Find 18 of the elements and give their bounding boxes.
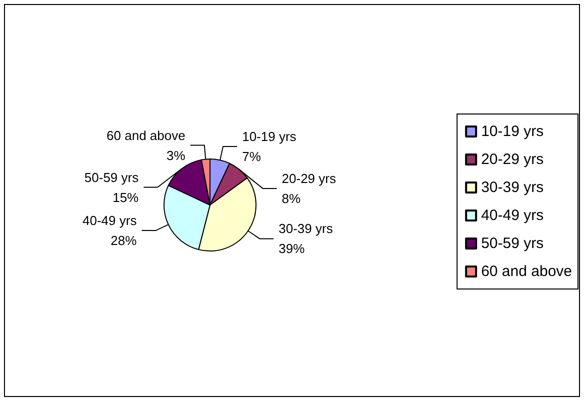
legend-label: 40-49 yrs bbox=[481, 207, 544, 224]
slice-label: 60 and above bbox=[106, 128, 186, 143]
legend-label: 20-29 yrs bbox=[481, 151, 544, 168]
legend-label: 10-19 yrs bbox=[481, 123, 544, 140]
slice-label: 40-49 yrs bbox=[82, 213, 138, 228]
legend-label: 60 and above bbox=[481, 263, 572, 280]
data-label: 28% bbox=[110, 233, 138, 248]
legend-label: 30-39 yrs bbox=[481, 179, 544, 196]
slice-label: 20-29 yrs bbox=[282, 170, 336, 186]
data-label: 7% bbox=[242, 148, 262, 164]
data-label: 3% bbox=[166, 148, 186, 163]
data-label: 39% bbox=[278, 241, 306, 256]
slice-label: 30-39 yrs bbox=[278, 221, 334, 236]
data-label: 8% bbox=[282, 190, 302, 206]
slice-label: 10-19 yrs bbox=[242, 128, 297, 144]
legend-label: 50-59 yrs bbox=[481, 235, 544, 252]
data-label: 15% bbox=[112, 190, 140, 205]
slice-label: 50-59 yrs bbox=[84, 170, 140, 185]
